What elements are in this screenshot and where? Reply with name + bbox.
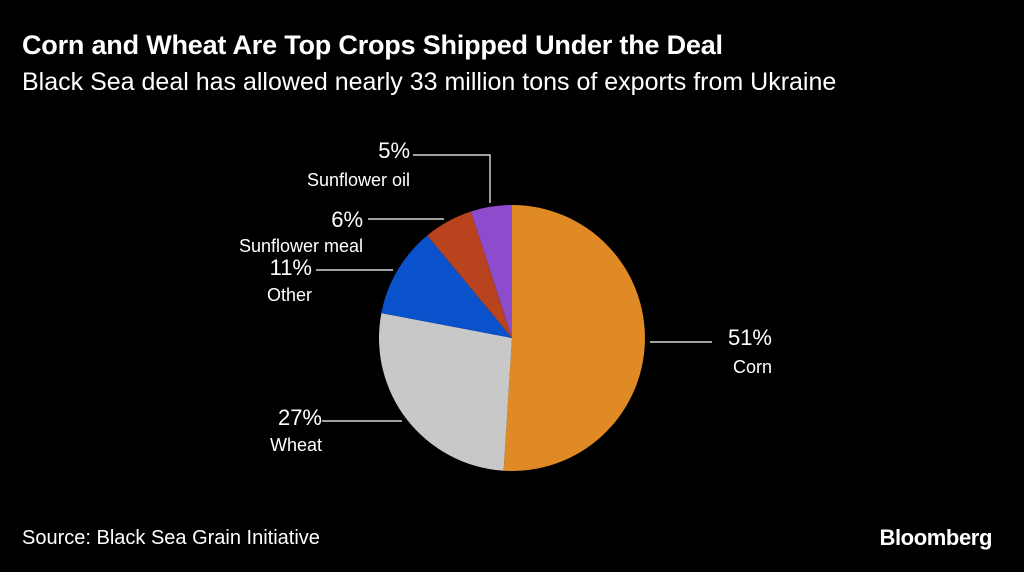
category-label-sunflower-meal: Sunflower meal	[239, 236, 363, 256]
category-label-sunflower-oil: Sunflower oil	[307, 170, 410, 190]
pie-slice-sunflower-meal	[427, 211, 512, 338]
leader-line-sunflower-oil	[413, 154, 491, 203]
pct-label-wheat: 27%	[278, 405, 322, 430]
category-label-wheat: Wheat	[270, 435, 322, 455]
chart-subtitle: Black Sea deal has allowed nearly 33 mil…	[22, 68, 837, 96]
pie-slice-corn	[503, 205, 645, 472]
pct-label-sunflower-oil: 5%	[378, 138, 410, 163]
pie-slice-wheat	[379, 313, 512, 471]
category-label-other: Other	[267, 285, 312, 305]
pct-label-corn: 51%	[728, 325, 772, 350]
pct-label-sunflower-meal: 6%	[331, 207, 363, 232]
pie-slice-sunflower-oil	[470, 205, 512, 338]
source-note: Source: Black Sea Grain Initiative	[22, 527, 320, 549]
bloomberg-logo: Bloomberg	[879, 525, 992, 550]
pct-label-other: 11%	[270, 255, 312, 280]
chart-title: Corn and Wheat Are Top Crops Shipped Und…	[22, 30, 723, 60]
category-label-corn: Corn	[733, 357, 772, 377]
pie-slice-other	[381, 235, 512, 338]
